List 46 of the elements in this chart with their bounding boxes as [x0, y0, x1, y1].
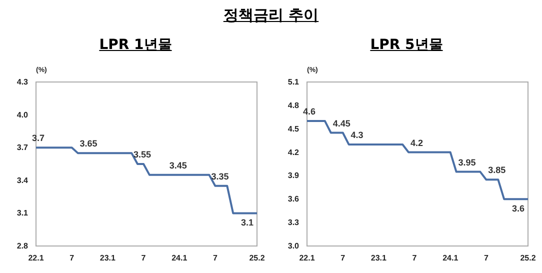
text: 정책금리 추이: [222, 6, 320, 25]
y-tick-label: 4.8: [288, 100, 300, 110]
x-tick-label: 7: [141, 254, 146, 262]
chart-title: LPR 5년물: [369, 36, 444, 55]
x-tick-label: 23.1: [370, 254, 388, 262]
x-tick-label: 7: [412, 254, 418, 262]
chart-title: LPR 1년물: [98, 36, 173, 55]
data-label: 3.45: [169, 160, 187, 170]
x-tick-label: 7: [212, 254, 218, 262]
x-tick-label: 22.1: [28, 254, 44, 262]
x-tick-label: 23.1: [100, 254, 116, 262]
x-tick-label: 24.1: [442, 254, 459, 262]
x-tick-label: 7: [70, 254, 75, 262]
x-tick-label: 7: [484, 254, 489, 262]
data-label: 4.45: [332, 118, 350, 128]
y-tick-label: 4.5: [288, 124, 300, 134]
data-label: 4.6: [303, 106, 316, 117]
x-tick-label: 24.1: [172, 254, 188, 262]
data-label: 3.1: [241, 218, 254, 228]
data-label: 3.95: [458, 157, 476, 168]
y-tick-label: 4.2: [288, 148, 300, 157]
y-tick-label: 3.7: [16, 143, 29, 152]
data-label: 3.85: [488, 165, 506, 176]
y-tick-label: 4.3: [16, 78, 29, 86]
line-series: [35, 146, 258, 214]
data-label: 3.35: [211, 171, 229, 182]
data-label: 3.55: [134, 150, 152, 160]
y-tick-label: 3.4: [16, 176, 29, 185]
line-series: [306, 120, 529, 200]
x-tick-label: 25.2: [249, 254, 266, 262]
data-label: 3.65: [80, 138, 98, 149]
y-tick-label: 3.3: [288, 218, 300, 228]
y-tick-label: 3.9: [288, 171, 300, 180]
y-tick-label: 3.1: [16, 208, 29, 218]
y-tick-label: 5.1: [288, 78, 300, 86]
x-tick-label: 22.1: [299, 254, 316, 262]
y-tick-label: 3.0: [288, 242, 300, 250]
data-label: 4.2: [410, 138, 424, 148]
y-tick-label: 4.0: [16, 110, 29, 120]
data-label: 3.6: [512, 204, 525, 214]
x-tick-label: 25.2: [520, 254, 536, 262]
y-tick-label: 3.6: [288, 194, 300, 204]
y-tick-label: 2.8: [16, 242, 29, 250]
x-tick-label: 7: [340, 254, 346, 262]
data-label: 3.7: [32, 133, 45, 144]
data-label: 4.3: [350, 130, 364, 140]
